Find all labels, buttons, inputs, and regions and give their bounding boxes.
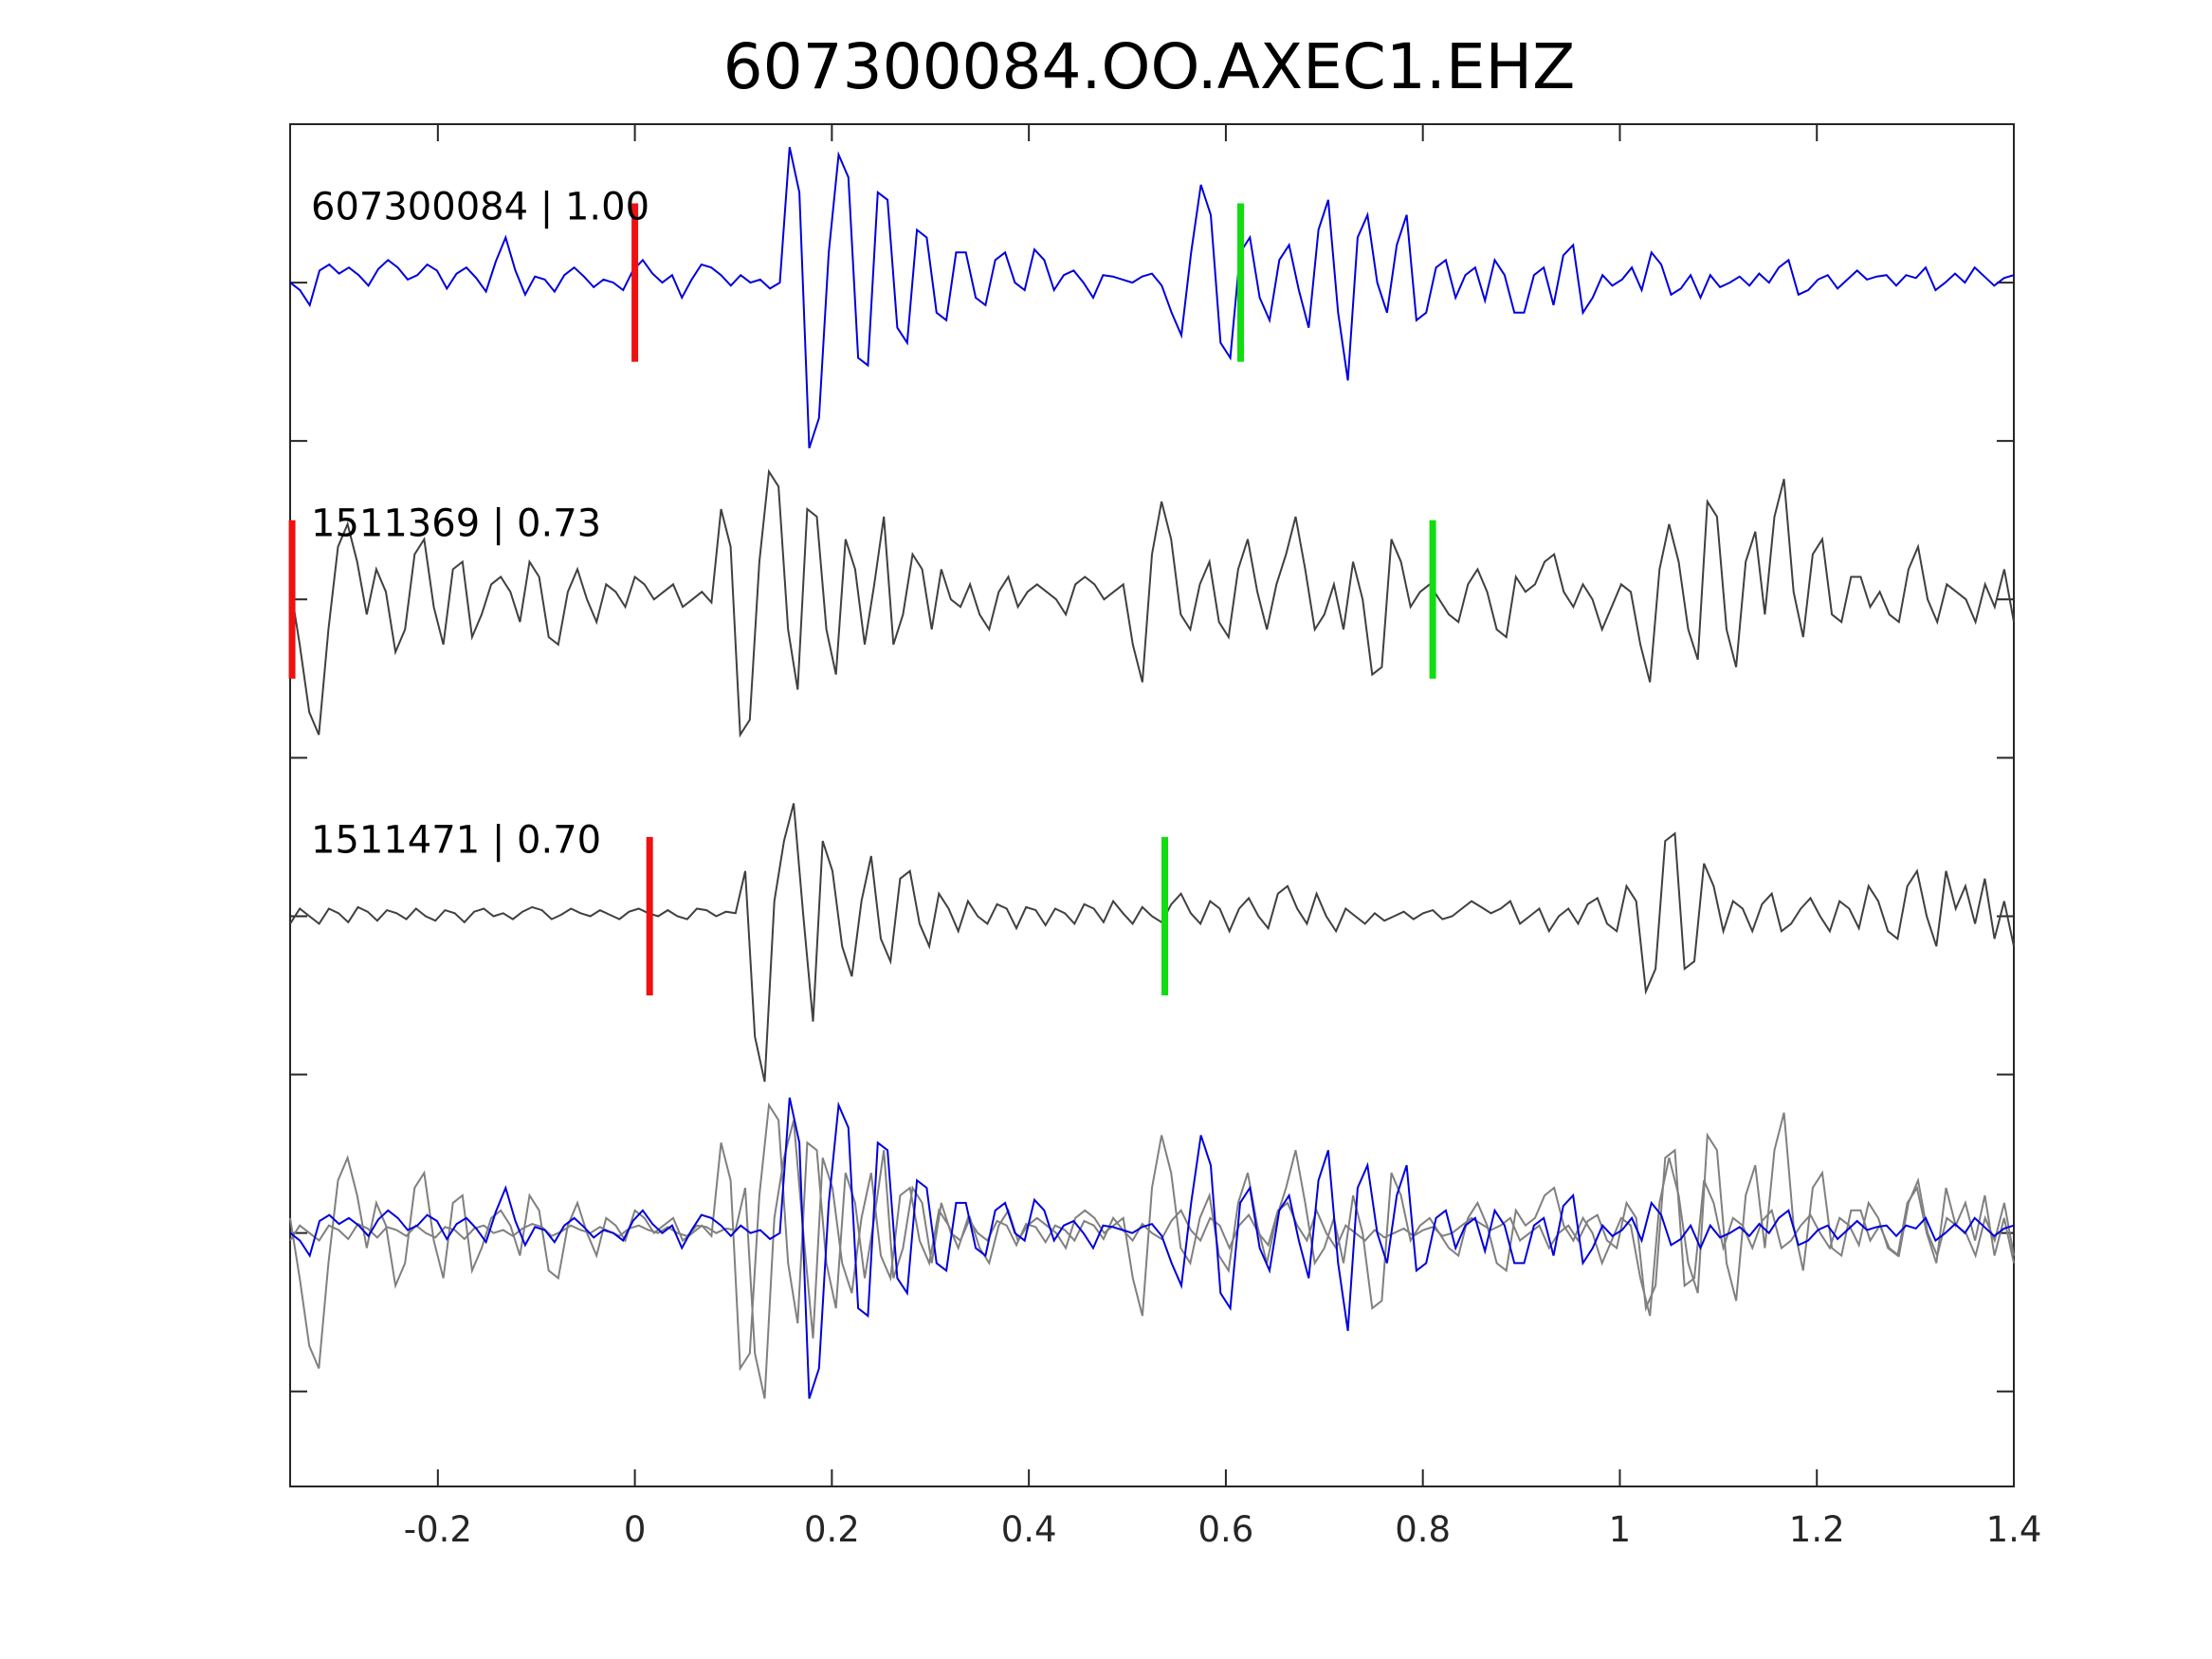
overlay-waveform-1511471 (289, 1120, 2015, 1399)
waveform-1511369 (289, 468, 2015, 738)
phase-picks (288, 203, 1436, 996)
x-tick-label: 1.4 (1986, 1509, 2042, 1550)
axes-box (289, 123, 2015, 1487)
x-tick-label: 0 (624, 1509, 647, 1550)
waveform-1511471 (289, 803, 2015, 1083)
overlay-waveform-607300084 (289, 1097, 2015, 1399)
trace-label-1511369: 1511369 | 0.73 (311, 501, 601, 545)
x-tick-label: 1 (1609, 1509, 1632, 1550)
axis-ticks: -0.2 0 0.2 0.4 0.6 0.8 1 1.2 1.4 (290, 124, 2041, 1550)
x-tick-label: -0.2 (404, 1509, 472, 1550)
waveform-607300084 (289, 146, 2015, 449)
x-tick-label: 0.2 (804, 1509, 860, 1550)
chart-title: 607300084.OO.AXEC1.EHZ (723, 30, 1576, 103)
x-tick-label: 0.6 (1197, 1509, 1253, 1550)
waveform-traces (289, 146, 2015, 1083)
trace-label-607300084: 607300084 | 1.00 (311, 185, 649, 228)
trace-labels: 607300084 | 1.00 1511369 | 0.73 1511471 | … (311, 185, 649, 862)
plot-area: -0.2 0 0.2 0.4 0.6 0.8 1 1.2 1.4 607300084 | 1.0… (288, 123, 2041, 1550)
x-tick-label: 1.2 (1789, 1509, 1845, 1550)
overlay-traces (289, 1097, 2015, 1399)
x-tick-label: 0.4 (1001, 1509, 1057, 1550)
trace-label-1511471: 1511471 | 0.70 (311, 819, 601, 863)
x-tick-label: 0.8 (1395, 1509, 1451, 1550)
overlay-waveform-1511369 (289, 1102, 2015, 1372)
